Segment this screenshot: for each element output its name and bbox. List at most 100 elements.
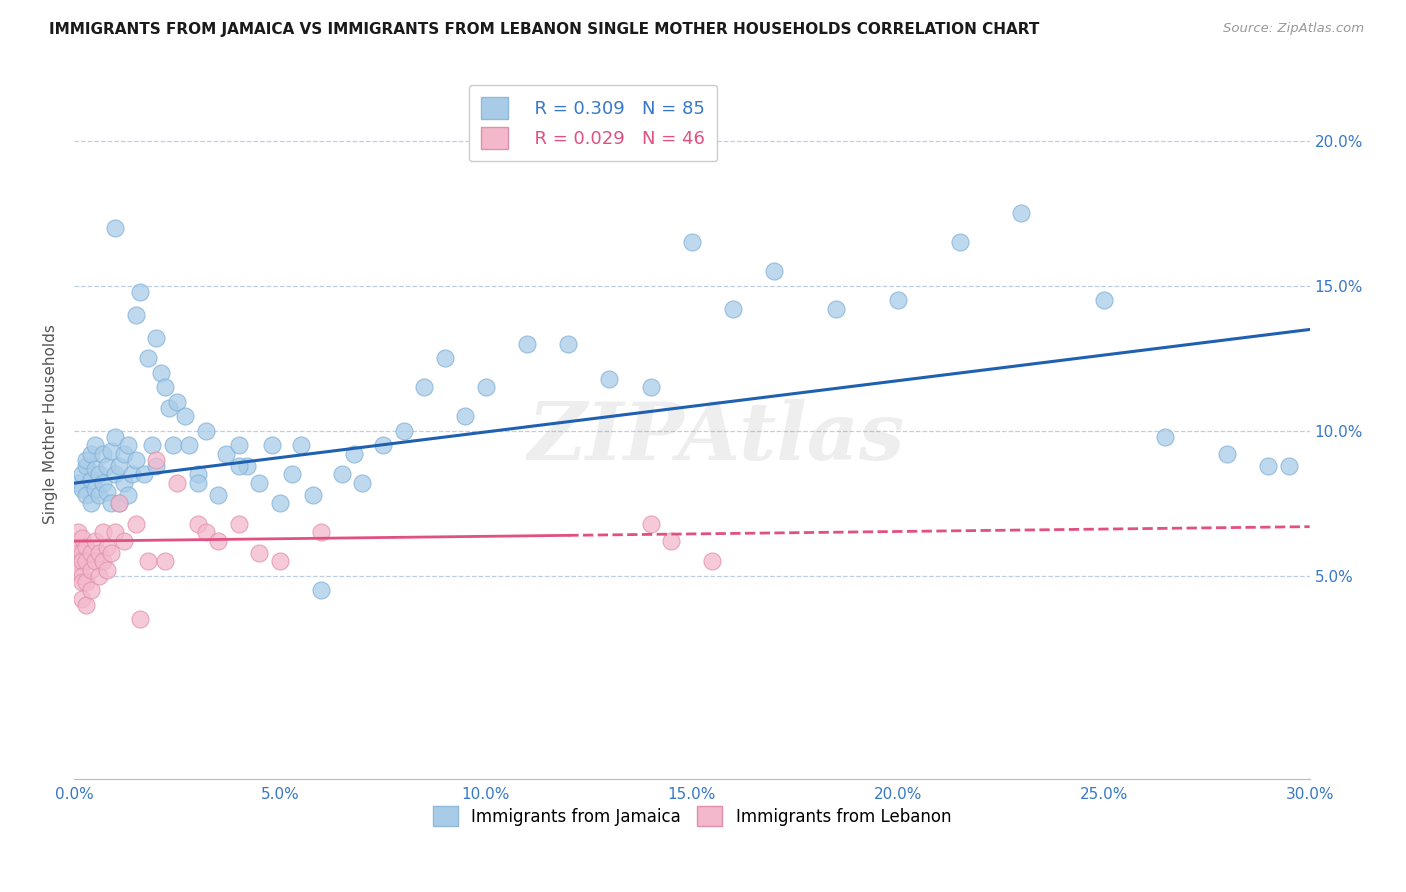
Text: ZIPAtlas: ZIPAtlas (527, 400, 905, 476)
Point (72, 569, 94, 583)
Point (125, 516, 148, 531)
Point (136, 351, 159, 366)
Point (72, 592, 94, 607)
Point (475, 380, 498, 394)
Point (112, 534, 135, 549)
Point (179, 438, 201, 452)
Point (79, 447, 101, 461)
Point (117, 438, 139, 452)
Point (1278, 458, 1301, 473)
Point (83, 534, 105, 549)
Point (145, 331, 167, 345)
Point (79, 496, 101, 510)
Point (659, 534, 682, 549)
Point (83, 461, 105, 475)
Point (83, 482, 105, 496)
Point (75, 574, 97, 589)
Point (75, 598, 97, 612)
Point (640, 380, 662, 394)
Point (392, 424, 415, 438)
Point (281, 467, 304, 482)
Point (100, 546, 122, 560)
Point (187, 516, 209, 531)
Point (104, 525, 127, 540)
Point (96, 484, 118, 499)
Point (141, 438, 163, 452)
Point (87, 467, 110, 482)
Point (702, 554, 724, 568)
Point (72, 554, 94, 568)
Point (72, 467, 94, 482)
Point (166, 476, 188, 491)
Point (640, 516, 662, 531)
Point (104, 430, 127, 444)
Point (72, 531, 94, 545)
Point (149, 366, 172, 380)
Point (83, 438, 105, 452)
Point (72, 574, 94, 589)
Point (249, 476, 271, 491)
Point (67, 476, 90, 491)
Point (249, 546, 271, 560)
Point (352, 476, 374, 491)
Point (67, 546, 90, 560)
Point (112, 476, 135, 491)
Point (67, 525, 90, 540)
Legend: Immigrants from Jamaica, Immigrants from Lebanon: Immigrants from Jamaica, Immigrants from… (425, 797, 959, 835)
Point (174, 409, 197, 424)
Point (91, 525, 114, 540)
Text: IMMIGRANTS FROM JAMAICA VS IMMIGRANTS FROM LEBANON SINGLE MOTHER HOUSEHOLDS CORR: IMMIGRANTS FROM JAMAICA VS IMMIGRANTS FR… (49, 22, 1039, 37)
Point (75, 453, 97, 467)
Point (91, 447, 114, 461)
Point (433, 351, 456, 366)
Point (302, 488, 325, 502)
Point (343, 447, 366, 461)
Point (207, 534, 229, 549)
Point (108, 458, 131, 473)
Point (100, 496, 122, 510)
Point (1092, 293, 1115, 308)
Point (72, 546, 94, 560)
Point (681, 235, 703, 250)
Point (166, 395, 188, 409)
Point (121, 467, 143, 482)
Point (1216, 447, 1239, 461)
Point (145, 453, 167, 467)
Point (269, 496, 291, 510)
Point (948, 235, 970, 250)
Point (825, 302, 848, 317)
Point (1154, 430, 1177, 444)
Point (721, 302, 744, 317)
Point (228, 438, 250, 452)
Point (136, 554, 159, 568)
Point (67, 554, 90, 568)
Point (557, 337, 579, 351)
Point (79, 563, 101, 577)
Point (87, 488, 110, 502)
Point (108, 496, 131, 510)
Point (269, 554, 291, 568)
Point (91, 476, 114, 491)
Point (96, 458, 118, 473)
Point (75, 488, 97, 502)
Point (75, 458, 97, 473)
Point (79, 546, 101, 560)
Point (516, 337, 538, 351)
Point (104, 221, 127, 235)
Point (91, 554, 114, 568)
Point (228, 516, 250, 531)
Point (87, 569, 110, 583)
Point (454, 409, 477, 424)
Point (290, 438, 312, 452)
Point (187, 476, 209, 491)
Point (598, 372, 620, 386)
Point (87, 546, 110, 560)
Point (96, 540, 118, 554)
Point (145, 458, 167, 473)
Point (117, 488, 139, 502)
Point (100, 444, 122, 458)
Point (79, 473, 101, 487)
Point (413, 380, 436, 394)
Point (162, 438, 184, 452)
Point (309, 583, 332, 598)
